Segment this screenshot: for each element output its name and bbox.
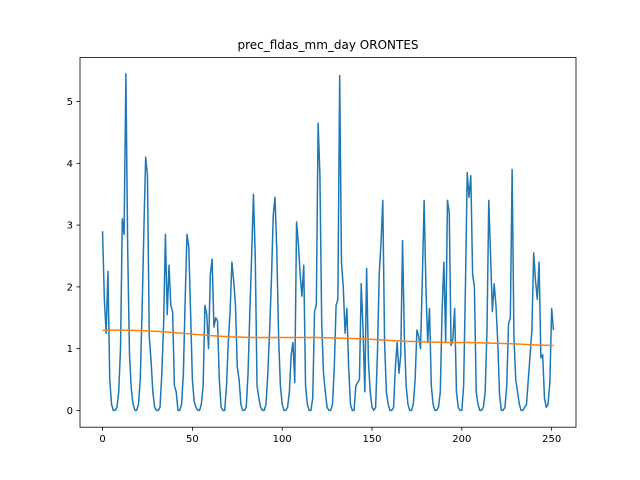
y-tick-label: 0	[67, 406, 73, 417]
y-tick-label: 1	[67, 344, 73, 355]
chart-title: prec_fldas_mm_day ORONTES	[237, 38, 418, 52]
y-tick-label: 4	[67, 159, 73, 170]
series-line	[101, 73, 555, 412]
x-tick-label: 250	[542, 434, 561, 445]
y-tick-label: 2	[67, 282, 73, 293]
x-tick-label: 0	[99, 434, 105, 445]
plot-frame	[79, 57, 577, 428]
y-tick-label: 5	[67, 97, 73, 108]
x-tick-label: 100	[273, 434, 292, 445]
x-tick-label: 150	[362, 434, 381, 445]
x-tick-label: 200	[452, 434, 471, 445]
y-tick-label: 3	[67, 221, 73, 232]
x-tick-label: 50	[186, 434, 199, 445]
series-line	[102, 329, 554, 347]
